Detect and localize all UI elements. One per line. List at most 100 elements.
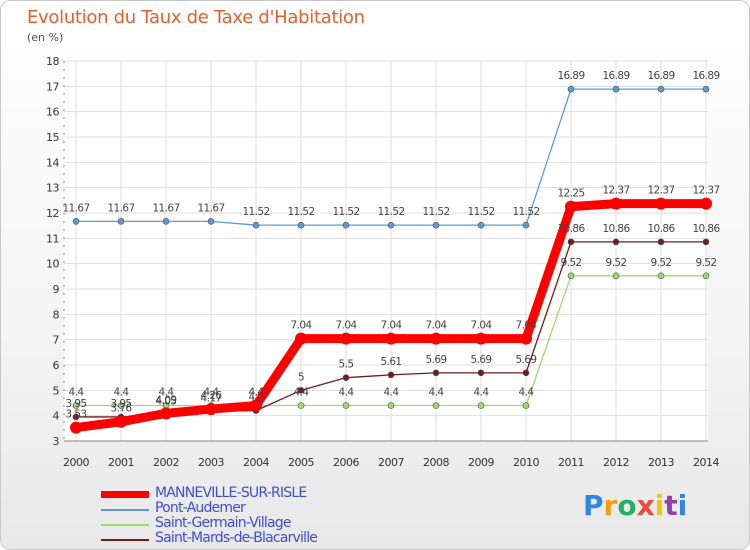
data-point [387, 221, 395, 229]
data-label: 12.37 [692, 185, 719, 197]
logo-letter: i [654, 489, 665, 522]
data-point [432, 402, 440, 409]
data-point [702, 272, 710, 280]
data-point [117, 402, 125, 409]
data-point [700, 197, 712, 210]
logo-letter: r [603, 489, 618, 522]
logo-letter: P [583, 489, 604, 522]
y-tick-label: 17 [46, 80, 59, 93]
data-label: 4.17 [201, 392, 222, 404]
legend-swatch [101, 539, 149, 541]
x-tick-label: 2014 [693, 456, 719, 469]
data-label: 9.52 [561, 257, 582, 269]
data-point [205, 403, 217, 416]
data-label: 11.52 [332, 206, 359, 218]
data-label: 4.26 [201, 390, 223, 402]
data-point [610, 197, 622, 210]
y-tick-label: 3 [53, 435, 60, 448]
data-point [162, 218, 170, 225]
data-label: 11.52 [287, 206, 314, 218]
data-point [297, 402, 305, 409]
data-label: 4.4 [249, 387, 265, 399]
x-tick-label: 2003 [198, 456, 224, 469]
logo-letter: o [617, 489, 637, 522]
data-point [477, 221, 485, 229]
y-tick-label: 15 [46, 131, 59, 144]
data-label: 5.69 [471, 354, 492, 366]
data-point [252, 221, 260, 229]
data-point [160, 407, 172, 420]
x-tick-label: 2011 [558, 456, 584, 469]
data-point [477, 369, 485, 377]
data-point [70, 421, 82, 434]
legend-label: Pont-Audemer [155, 500, 246, 516]
x-tick-label: 2012 [603, 456, 629, 469]
data-point [702, 85, 710, 93]
y-tick-label: 8 [53, 308, 60, 321]
data-label: 11.52 [422, 206, 449, 218]
data-label: 4.4 [69, 387, 85, 399]
data-label: 4.4 [204, 387, 220, 399]
data-label: 11.67 [197, 202, 224, 214]
x-tick-label: 2010 [513, 456, 539, 469]
x-tick-label: 2007 [378, 456, 404, 469]
data-label: 4.4 [294, 387, 310, 399]
data-label: 11.67 [107, 202, 134, 214]
data-label: 5.5 [339, 359, 354, 371]
data-point [612, 85, 620, 93]
data-point [117, 218, 125, 225]
legend-swatch [101, 509, 149, 511]
data-point [250, 399, 262, 412]
data-label: 3.53 [66, 409, 87, 421]
y-tick-label: 7 [53, 334, 60, 347]
plot-area [64, 61, 708, 441]
x-tick-label: 2006 [333, 456, 359, 469]
data-label: 7.04 [426, 320, 448, 332]
y-tick-label: 5 [53, 384, 60, 397]
data-point [477, 402, 485, 409]
data-label: 5.61 [381, 356, 402, 368]
data-label: 12.37 [602, 185, 629, 197]
data-point [72, 218, 80, 225]
data-point [475, 332, 487, 345]
data-label: 4.4 [474, 387, 490, 399]
data-point [340, 332, 352, 345]
data-label: 12.37 [647, 185, 674, 197]
data-point [612, 238, 620, 246]
y-tick-label: 4 [53, 410, 60, 423]
x-tick-label: 2013 [648, 456, 674, 469]
data-point [72, 402, 80, 409]
legend-swatch [101, 524, 149, 526]
data-point [295, 332, 307, 345]
x-tick-label: 2004 [243, 456, 269, 469]
data-label: 7.04 [336, 320, 358, 332]
data-label: 7.04 [471, 320, 493, 332]
data-label: 4.4 [114, 387, 130, 399]
data-label: 5.69 [426, 354, 447, 366]
data-point [387, 371, 395, 379]
data-point [115, 415, 127, 428]
y-tick-label: 11 [46, 232, 59, 245]
data-point [342, 402, 350, 409]
data-label: 4.4 [384, 387, 400, 399]
legend-label: Saint-Mards-de-Blacarville [155, 530, 318, 546]
data-point [567, 85, 575, 93]
data-point [655, 197, 667, 210]
data-label: 16.89 [557, 70, 584, 82]
logo-letter: x [636, 489, 655, 522]
data-label: 4.05 [156, 395, 177, 407]
y-tick-label: 13 [46, 182, 59, 195]
data-point [657, 238, 665, 246]
logo-letter: t [664, 489, 678, 522]
chart-title: Evolution du Taux de Taxe d'Habitation [27, 7, 365, 28]
data-label: 11.52 [242, 206, 269, 218]
data-label: 4.09 [156, 394, 177, 406]
data-point [342, 221, 350, 229]
x-tick-label: 2005 [288, 456, 314, 469]
data-label: 16.89 [647, 70, 674, 82]
y-tick-label: 9 [53, 283, 60, 296]
data-point [567, 272, 575, 280]
data-label: 9.52 [651, 257, 672, 269]
